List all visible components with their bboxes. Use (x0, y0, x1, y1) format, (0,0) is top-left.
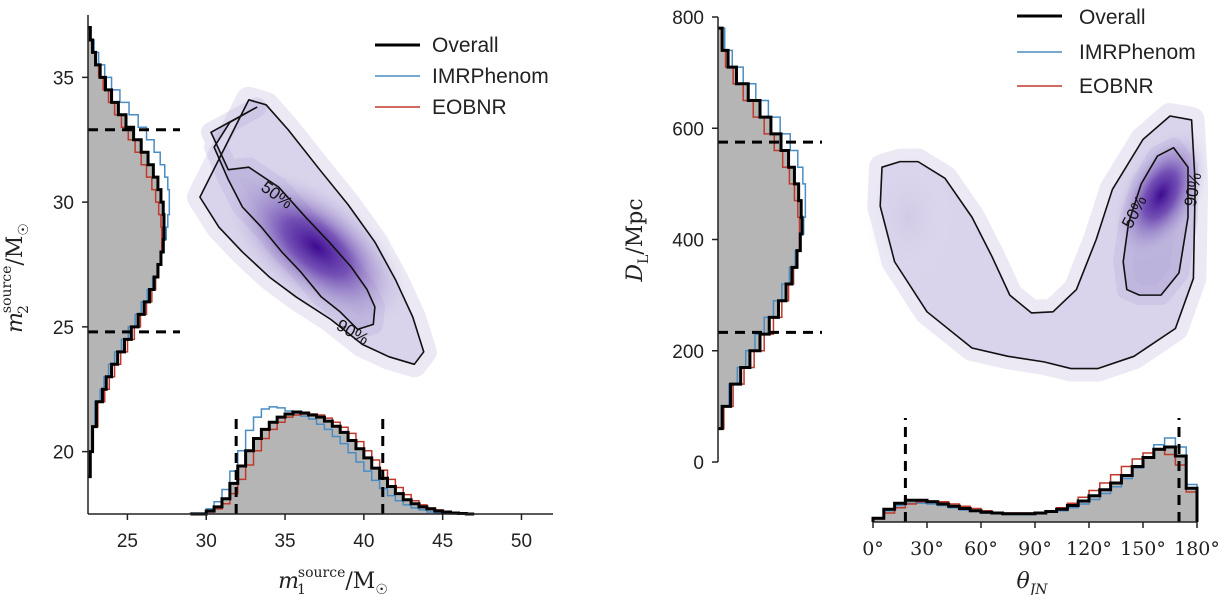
legend-left-label-imrphenom: IMRPhenom (432, 65, 549, 88)
marginal-y-line-overall (88, 25, 166, 479)
x-axis-label-theta: θJN (1016, 569, 1048, 595)
density-region (880, 116, 1196, 369)
y-tick-label: 35 (53, 68, 74, 89)
sun-symbol-y: ☉ (16, 223, 32, 236)
y-tick-label: 600 (672, 119, 704, 140)
mass-density-map (186, 86, 437, 378)
x-tick-label: 45 (432, 531, 453, 552)
density-peak (223, 166, 410, 328)
y-tick-label: 30 (53, 193, 74, 214)
marginal-x-line-imrphenom (189, 406, 475, 515)
marginal-y-fill (718, 28, 802, 429)
x-tick-label: 35 (274, 531, 295, 552)
x-tick-label: 60° (964, 538, 998, 560)
legend-left: Overall IMRPhenom EOBNR (375, 34, 549, 119)
contour-50pct (1122, 146, 1189, 296)
distance-marginal-histogram (718, 26, 822, 431)
contour-90pct (879, 115, 1196, 370)
contour-90pct (199, 99, 425, 366)
legend-right-label-eobnr: EOBNR (1079, 75, 1154, 98)
y-tick-label: 25 (53, 318, 74, 339)
x-tick-label: 30° (910, 538, 944, 560)
marginal-y-fill (88, 27, 164, 477)
marginal-y-line-eobnr (718, 27, 801, 430)
distance-axes: 0° 30° 60° 90° 120° 150° 180° 0 200 400 600 800 (672, 8, 1220, 560)
mass-axes: 25 30 35 40 45 50 20 25 30 35 (53, 15, 553, 552)
x-tick-label: 150° (1120, 538, 1166, 560)
x-tick-label: 120° (1066, 538, 1112, 560)
contour-50pct (210, 106, 376, 331)
m2-marginal-histogram (88, 25, 180, 479)
y-axis-label-distance: DL/Mpc (623, 198, 652, 282)
x-axis-label-m1: m1source/M☉ (278, 565, 388, 595)
marginal-x-fill (873, 447, 1197, 522)
y-tick-label: 0 (693, 453, 704, 474)
sun-symbol-x: ☉ (375, 582, 388, 595)
legend-right-label-imrphenom: IMRPhenom (1079, 41, 1196, 64)
distance-panel: 50%90% 0° 30° 60° 90° 120° 150° 180°0200400600… (623, 8, 1220, 595)
legend-left-label-overall: Overall (432, 34, 499, 57)
density-secondary-lobe (864, 147, 954, 288)
x-tick-label: 0° (862, 538, 884, 560)
marginal-y-line-overall (718, 26, 804, 431)
marginal-x-line-overall (190, 410, 475, 516)
m1-marginal-histogram (189, 406, 475, 516)
marginal-x-line-overall (871, 445, 1199, 522)
y-tick-label: 800 (672, 8, 704, 29)
x-tick-label: 40 (353, 531, 374, 552)
marginal-y-line-imrphenom (718, 27, 807, 430)
legend-right: Overall IMRPhenom EOBNR (1017, 6, 1196, 98)
x-tick-label: 25 (117, 531, 138, 552)
y-tick-label: 20 (53, 443, 74, 464)
x-tick-label: 90° (1018, 538, 1052, 560)
y-axis-label-m2: m2source/M☉ (0, 223, 32, 333)
x-tick-label: 50 (511, 531, 532, 552)
legend-right-label-overall: Overall (1079, 6, 1146, 29)
x-tick-label: 180° (1174, 538, 1220, 560)
y-tick-label: 200 (672, 342, 704, 363)
x-tick-label: 30 (196, 531, 217, 552)
y-tick-label: 400 (672, 231, 704, 252)
legend-left-label-eobnr: EOBNR (432, 96, 507, 119)
inclination-marginal-histogram (871, 418, 1199, 522)
